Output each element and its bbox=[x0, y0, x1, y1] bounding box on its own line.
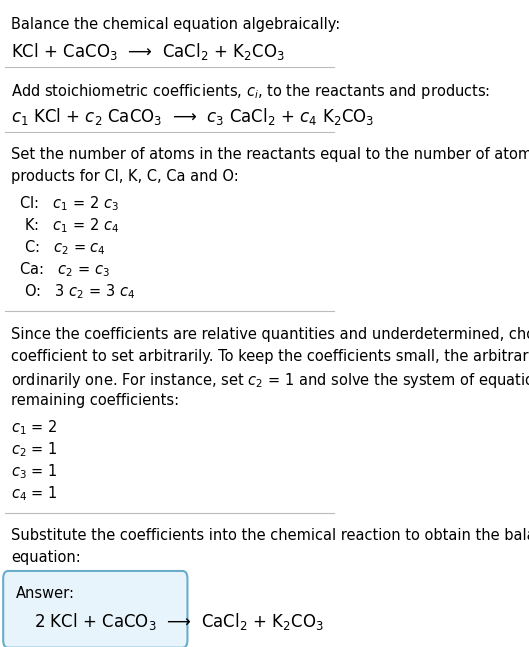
Text: K:   $c_1$ = 2 $c_4$: K: $c_1$ = 2 $c_4$ bbox=[15, 217, 119, 236]
Text: $c_4$ = 1: $c_4$ = 1 bbox=[12, 484, 58, 503]
Text: Ca:   $c_2$ = $c_3$: Ca: $c_2$ = $c_3$ bbox=[15, 261, 110, 280]
Text: KCl + CaCO$_3$  ⟶  CaCl$_2$ + K$_2$CO$_3$: KCl + CaCO$_3$ ⟶ CaCl$_2$ + K$_2$CO$_3$ bbox=[12, 41, 286, 62]
Text: products for Cl, K, C, Ca and O:: products for Cl, K, C, Ca and O: bbox=[12, 170, 239, 184]
Text: $c_1$ KCl + $c_2$ CaCO$_3$  ⟶  $c_3$ CaCl$_2$ + $c_4$ K$_2$CO$_3$: $c_1$ KCl + $c_2$ CaCO$_3$ ⟶ $c_3$ CaCl$… bbox=[12, 107, 375, 127]
Text: Since the coefficients are relative quantities and underdetermined, choose a: Since the coefficients are relative quan… bbox=[12, 327, 529, 342]
Text: $c_2$ = 1: $c_2$ = 1 bbox=[12, 440, 58, 459]
Text: 2 KCl + CaCO$_3$  ⟶  CaCl$_2$ + K$_2$CO$_3$: 2 KCl + CaCO$_3$ ⟶ CaCl$_2$ + K$_2$CO$_3… bbox=[34, 611, 324, 631]
Text: ordinarily one. For instance, set $c_2$ = 1 and solve the system of equations fo: ordinarily one. For instance, set $c_2$ … bbox=[12, 371, 529, 389]
Text: coefficient to set arbitrarily. To keep the coefficients small, the arbitrary va: coefficient to set arbitrarily. To keep … bbox=[12, 349, 529, 364]
Text: equation:: equation: bbox=[12, 550, 81, 565]
Text: Answer:: Answer: bbox=[16, 586, 75, 601]
FancyBboxPatch shape bbox=[3, 571, 187, 647]
Text: remaining coefficients:: remaining coefficients: bbox=[12, 393, 179, 408]
Text: $c_3$ = 1: $c_3$ = 1 bbox=[12, 462, 58, 481]
Text: Set the number of atoms in the reactants equal to the number of atoms in the: Set the number of atoms in the reactants… bbox=[12, 148, 529, 162]
Text: Balance the chemical equation algebraically:: Balance the chemical equation algebraica… bbox=[12, 17, 341, 32]
Text: Add stoichiometric coefficients, $c_i$, to the reactants and products:: Add stoichiometric coefficients, $c_i$, … bbox=[12, 82, 490, 102]
Text: O:   3 $c_2$ = 3 $c_4$: O: 3 $c_2$ = 3 $c_4$ bbox=[15, 283, 135, 302]
Text: Cl:   $c_1$ = 2 $c_3$: Cl: $c_1$ = 2 $c_3$ bbox=[15, 195, 118, 214]
Text: Substitute the coefficients into the chemical reaction to obtain the balanced: Substitute the coefficients into the che… bbox=[12, 528, 529, 543]
Text: $c_1$ = 2: $c_1$ = 2 bbox=[12, 418, 58, 437]
Text: C:   $c_2$ = $c_4$: C: $c_2$ = $c_4$ bbox=[15, 239, 106, 258]
